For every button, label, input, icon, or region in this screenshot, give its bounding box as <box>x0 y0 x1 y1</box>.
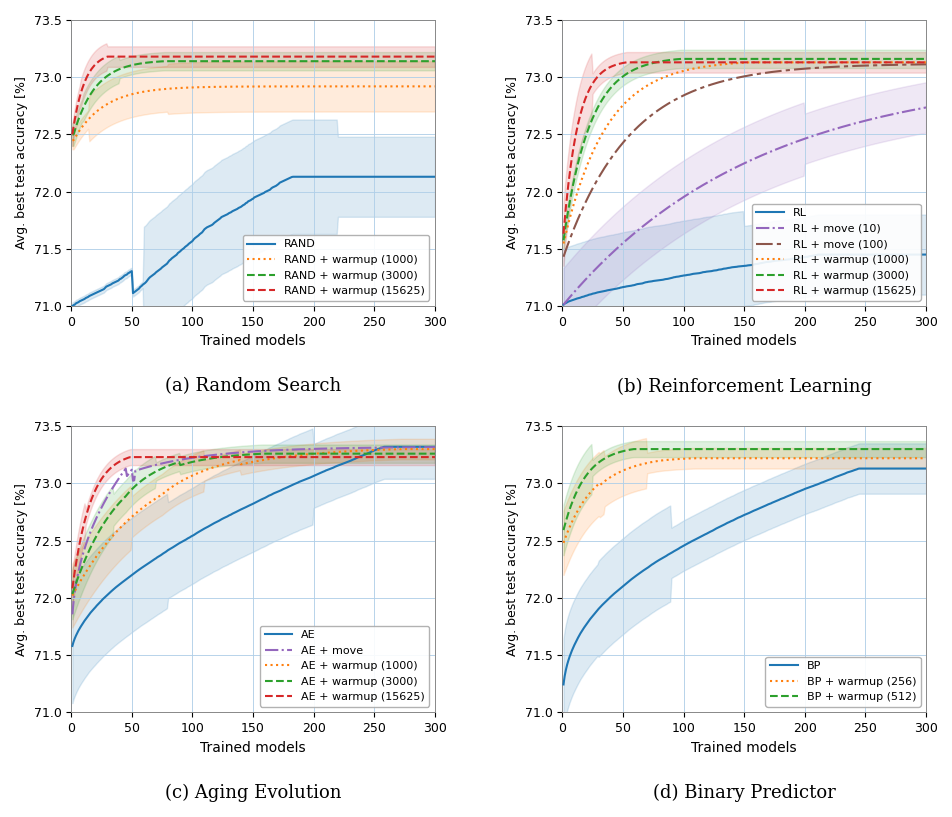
Text: (a) Random Search: (a) Random Search <box>165 377 341 395</box>
X-axis label: Trained models: Trained models <box>690 740 796 755</box>
X-axis label: Trained models: Trained models <box>200 740 306 755</box>
Text: (c) Aging Evolution: (c) Aging Evolution <box>165 784 341 802</box>
Y-axis label: Avg. best test accuracy [%]: Avg. best test accuracy [%] <box>506 483 519 656</box>
Y-axis label: Avg. best test accuracy [%]: Avg. best test accuracy [%] <box>15 77 28 249</box>
X-axis label: Trained models: Trained models <box>200 334 306 348</box>
Y-axis label: Avg. best test accuracy [%]: Avg. best test accuracy [%] <box>506 77 519 249</box>
Legend: BP, BP + warmup (256), BP + warmup (512): BP, BP + warmup (256), BP + warmup (512) <box>764 657 920 707</box>
X-axis label: Trained models: Trained models <box>690 334 796 348</box>
Text: (b) Reinforcement Learning: (b) Reinforcement Learning <box>616 377 871 395</box>
Y-axis label: Avg. best test accuracy [%]: Avg. best test accuracy [%] <box>15 483 28 656</box>
Legend: RAND, RAND + warmup (1000), RAND + warmup (3000), RAND + warmup (15625): RAND, RAND + warmup (1000), RAND + warmu… <box>243 235 429 301</box>
Legend: RL, RL + move (10), RL + move (100), RL + warmup (1000), RL + warmup (3000), RL : RL, RL + move (10), RL + move (100), RL … <box>751 203 920 301</box>
Legend: AE, AE + move, AE + warmup (1000), AE + warmup (3000), AE + warmup (15625): AE, AE + move, AE + warmup (1000), AE + … <box>260 626 429 707</box>
Text: (d) Binary Predictor: (d) Binary Predictor <box>652 784 835 802</box>
